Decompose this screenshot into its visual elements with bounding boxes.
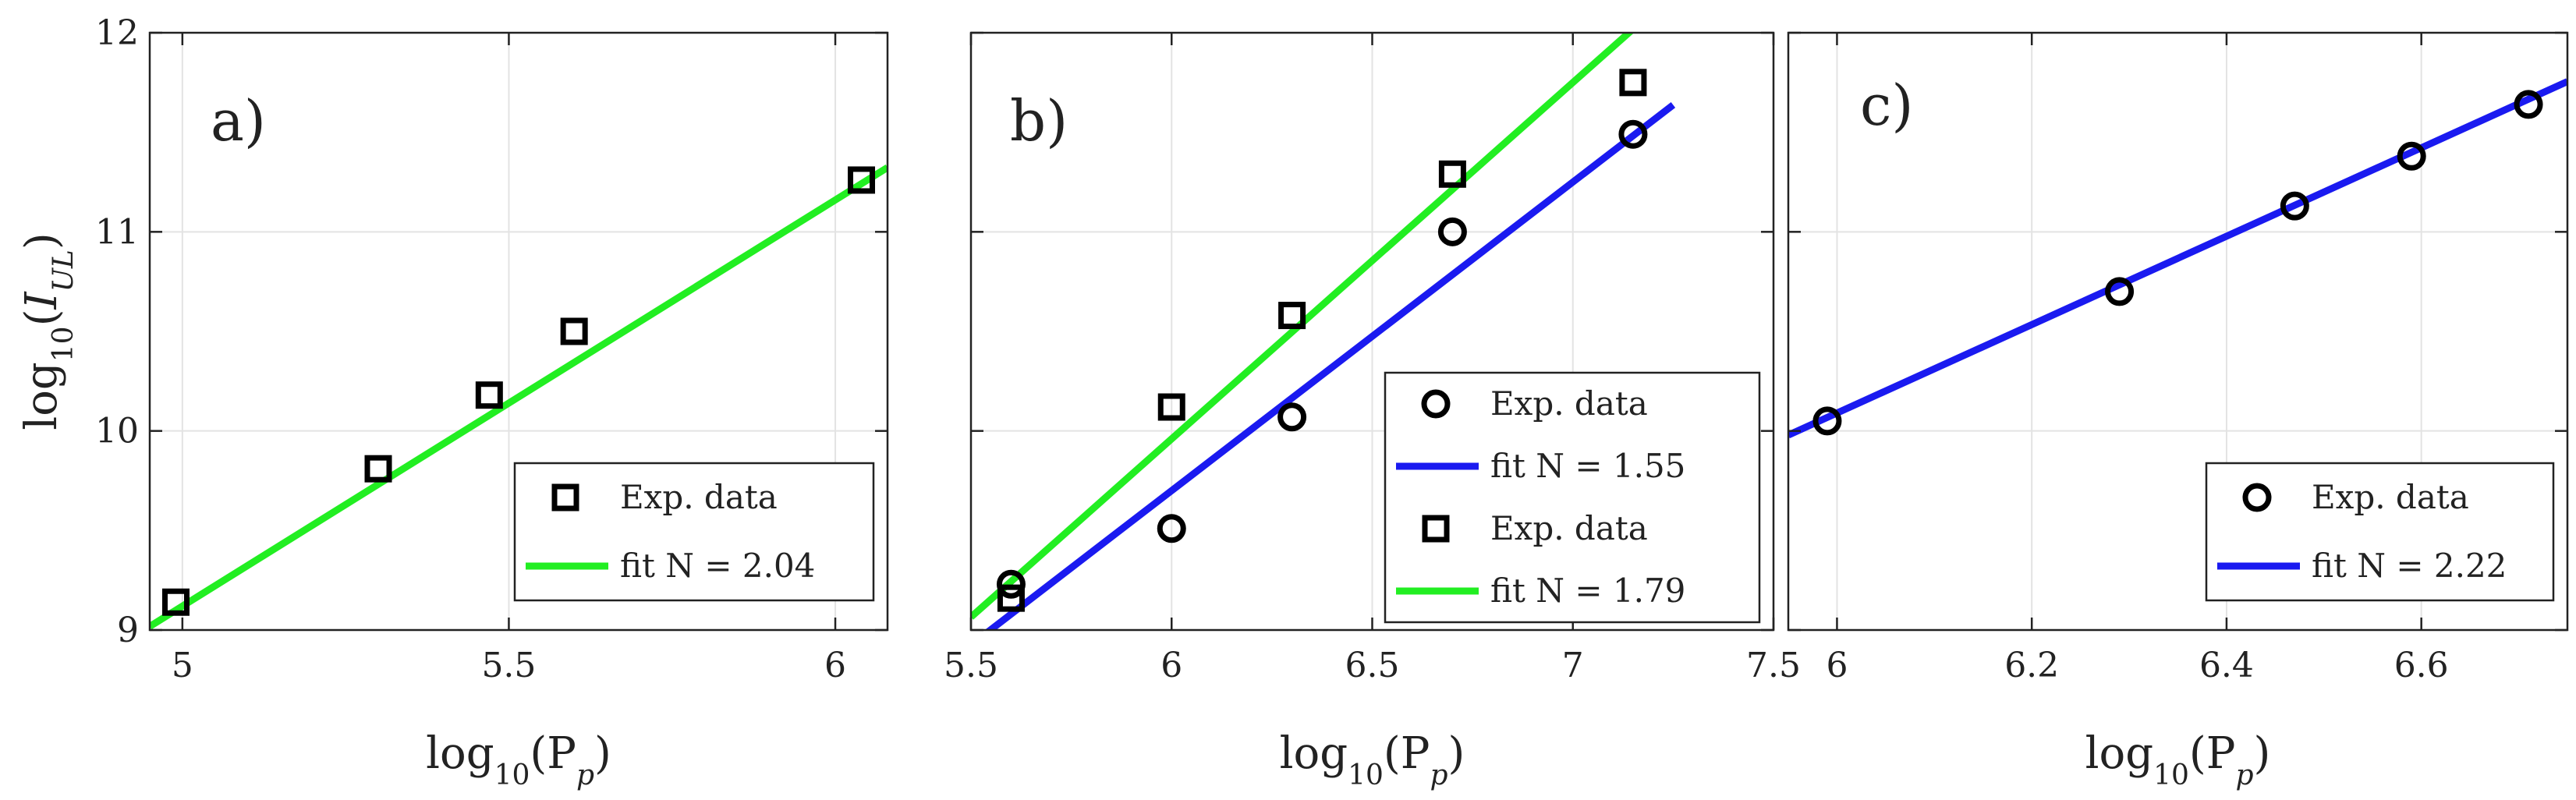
legend-label: Exp. data bbox=[620, 478, 778, 516]
legend-label: fit N = 1.55 bbox=[1490, 447, 1685, 485]
legend-label: Exp. data bbox=[2312, 478, 2469, 516]
fit-line bbox=[984, 101, 1676, 630]
y-tick-label: 11 bbox=[95, 212, 139, 252]
x-axis-label: log10(Pp) bbox=[1280, 728, 1465, 791]
panel-label: a) bbox=[211, 88, 266, 154]
x-tick-label: 5.5 bbox=[481, 646, 536, 685]
x-axis-label: log10(Pp) bbox=[426, 728, 611, 791]
data-point-square bbox=[560, 317, 588, 345]
data-point-square bbox=[161, 588, 190, 616]
panel-label: b) bbox=[1010, 88, 1068, 154]
legend: Exp. data fit N = 1.55 Exp. data fit N = 1.… bbox=[1384, 371, 1761, 624]
legend: Exp. data fit N = 2.04 bbox=[513, 462, 875, 602]
data-point-circle bbox=[996, 569, 1026, 599]
x-axis-label: log10(Pp) bbox=[2085, 728, 2271, 791]
data-point-square bbox=[475, 381, 503, 409]
y-tick-label: 10 bbox=[95, 412, 139, 451]
x-tick-label: 5 bbox=[172, 646, 193, 685]
x-tick-label: 6.6 bbox=[2394, 646, 2449, 685]
data-point-square bbox=[1157, 393, 1185, 421]
x-tick-label: 6 bbox=[1826, 646, 1848, 685]
legend-label: Exp. data bbox=[1490, 384, 1648, 423]
axes-frame bbox=[969, 31, 1775, 632]
legend-marker-circle bbox=[2242, 483, 2272, 512]
legend-label: Exp. data bbox=[1490, 509, 1648, 547]
data-point-circle bbox=[2397, 141, 2426, 171]
y-tick-label: 9 bbox=[117, 611, 139, 650]
legend-box bbox=[1384, 371, 1761, 624]
panel-c: 6 6.2 6.4 6.6 log10(Pp) c) Exp. data fit N = 2.… bbox=[1787, 31, 2569, 791]
y-axis-label: log10(IUL) bbox=[16, 232, 80, 430]
data-point-circle bbox=[1618, 119, 1648, 149]
x-tick-label: 6.5 bbox=[1345, 646, 1400, 685]
x-tick-label: 7.5 bbox=[1746, 646, 1801, 685]
panel-label: c) bbox=[1860, 73, 1913, 138]
data-point-square bbox=[1438, 160, 1466, 188]
data-point-square bbox=[1619, 69, 1647, 97]
fit-line bbox=[971, 33, 1635, 620]
data-point-circle bbox=[2105, 277, 2135, 306]
x-tick-label: 7 bbox=[1562, 646, 1584, 685]
data-point-circle bbox=[1157, 514, 1186, 543]
legend-label: fit N = 2.04 bbox=[620, 547, 815, 585]
x-tick-label: 6.4 bbox=[2199, 646, 2254, 685]
data-point-square bbox=[1278, 302, 1306, 330]
data-point-square bbox=[848, 166, 876, 194]
legend: Exp. data fit N = 2.22 bbox=[2205, 462, 2555, 602]
axes-frame bbox=[148, 31, 889, 632]
data-point-circle bbox=[2514, 90, 2543, 119]
x-tick-label: 5.5 bbox=[944, 646, 998, 685]
x-tick-label: 6 bbox=[824, 646, 846, 685]
axes-frame bbox=[1787, 31, 2569, 632]
panel-a: 5 5.5 6 9 10 11 12 log10(Pp) log10(IUL) a) Exp. da… bbox=[16, 13, 889, 791]
fit-line bbox=[150, 164, 888, 630]
y-tick-label: 12 bbox=[95, 13, 139, 53]
legend-marker-square bbox=[1422, 515, 1450, 543]
data-point-circle bbox=[1812, 406, 1842, 436]
data-point-circle bbox=[1277, 402, 1307, 432]
legend-label: fit N = 1.79 bbox=[1490, 572, 1685, 610]
panel-b: 5.5 6 6.5 7 7.5 log10(Pp) b) Exp. data fit N = 1… bbox=[944, 31, 1801, 791]
data-point-square bbox=[364, 455, 392, 483]
legend-marker-circle bbox=[1421, 389, 1451, 419]
data-point-square bbox=[997, 584, 1025, 612]
x-tick-label: 6.2 bbox=[2004, 646, 2059, 685]
data-point-circle bbox=[2280, 191, 2309, 221]
data-point-circle bbox=[1437, 217, 1467, 246]
legend-label: fit N = 2.22 bbox=[2312, 547, 2507, 585]
fit-line bbox=[1788, 78, 2567, 439]
legend-marker-square bbox=[551, 483, 579, 512]
x-tick-label: 6 bbox=[1160, 646, 1182, 685]
